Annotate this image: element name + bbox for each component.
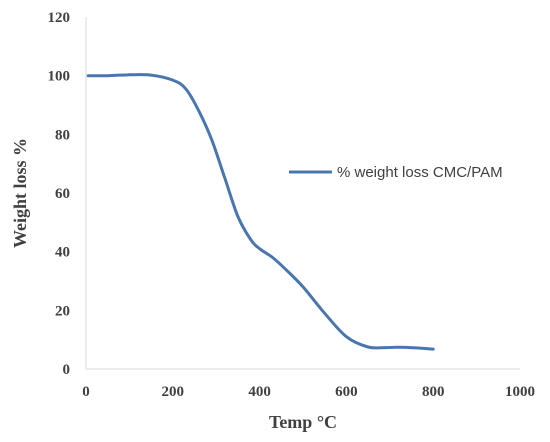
x-tick-labels: 0 200 400 600 800 1000 — [82, 384, 535, 400]
y-tick-label: 20 — [55, 303, 70, 319]
y-tick-label: 40 — [55, 245, 70, 261]
y-tick-label: 60 — [55, 186, 70, 202]
x-tick-label: 600 — [335, 384, 358, 400]
x-tick-label: 400 — [248, 384, 271, 400]
axes — [85, 17, 520, 370]
legend-label: % weight loss CMC/PAM — [337, 164, 503, 181]
y-tick-label: 120 — [48, 10, 71, 26]
series-lines — [86, 73, 435, 351]
y-tick-label: 0 — [63, 362, 71, 378]
x-tick-label: 0 — [82, 384, 90, 400]
legend: % weight loss CMC/PAM — [289, 164, 503, 181]
y-tick-label: 100 — [48, 69, 71, 85]
x-tick-label: 1000 — [505, 384, 535, 400]
series-line — [86, 73, 435, 351]
x-tick-label: 800 — [422, 384, 445, 400]
y-axis-title: Weight loss % — [10, 138, 30, 248]
y-tick-labels: 0 20 40 60 80 100 120 — [48, 10, 71, 378]
y-tick-label: 80 — [55, 127, 70, 143]
x-tick-label: 200 — [162, 384, 185, 400]
x-axis-title: Temp °C — [269, 412, 337, 432]
